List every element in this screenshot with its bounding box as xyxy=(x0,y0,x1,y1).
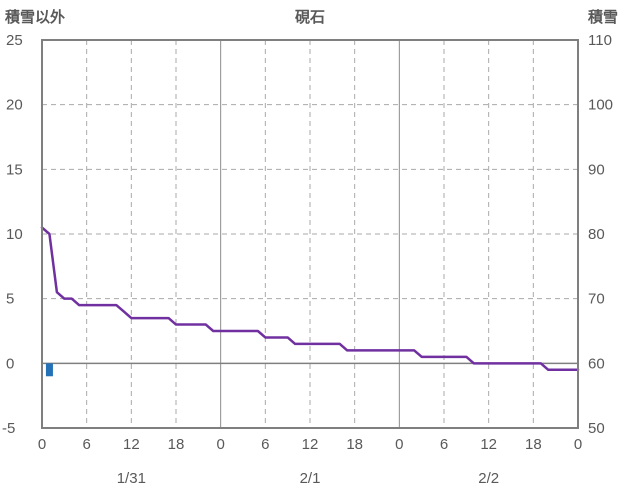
right-tick-label: 100 xyxy=(588,97,613,114)
date-label: 2/1 xyxy=(300,470,321,487)
hour-tick-label: 18 xyxy=(168,436,185,453)
left-axis-title: 積雪以外 xyxy=(5,9,66,26)
chart-title: 硯石 xyxy=(294,9,326,26)
hour-tick-label: 6 xyxy=(82,436,90,453)
bar-mark xyxy=(45,363,53,377)
hour-tick-label: 6 xyxy=(261,436,269,453)
left-tick-label: 10 xyxy=(6,226,23,243)
hour-tick-label: 18 xyxy=(346,436,363,453)
hour-tick-label: 12 xyxy=(123,436,140,453)
hour-tick-label: 12 xyxy=(302,436,319,453)
right-tick-label: 70 xyxy=(588,291,605,308)
hour-tick-label: 0 xyxy=(216,436,224,453)
plot-border xyxy=(41,39,579,429)
hour-tick-label: 0 xyxy=(395,436,403,453)
left-tick-label: 25 xyxy=(6,32,23,49)
hour-tick-label: 0 xyxy=(574,436,582,453)
date-label: 1/31 xyxy=(117,470,146,487)
right-tick-label: 90 xyxy=(588,161,605,178)
snow-depth-line xyxy=(40,226,580,372)
left-tick-label: -5 xyxy=(2,420,15,437)
left-tick-label: 5 xyxy=(6,291,14,308)
right-tick-label: 60 xyxy=(588,355,605,372)
date-label: 2/2 xyxy=(478,470,499,487)
hour-tick-label: 0 xyxy=(38,436,46,453)
right-tick-label: 50 xyxy=(588,420,605,437)
hour-tick-label: 6 xyxy=(440,436,448,453)
left-tick-label: 20 xyxy=(6,97,23,114)
right-axis-title: 積雪 xyxy=(588,9,619,26)
right-tick-label: 110 xyxy=(588,32,612,49)
left-tick-label: 0 xyxy=(6,355,14,372)
hour-tick-label: 18 xyxy=(525,436,542,453)
right-tick-label: 80 xyxy=(588,226,605,243)
left-tick-label: 15 xyxy=(6,161,23,178)
hour-tick-label: 12 xyxy=(480,436,497,453)
